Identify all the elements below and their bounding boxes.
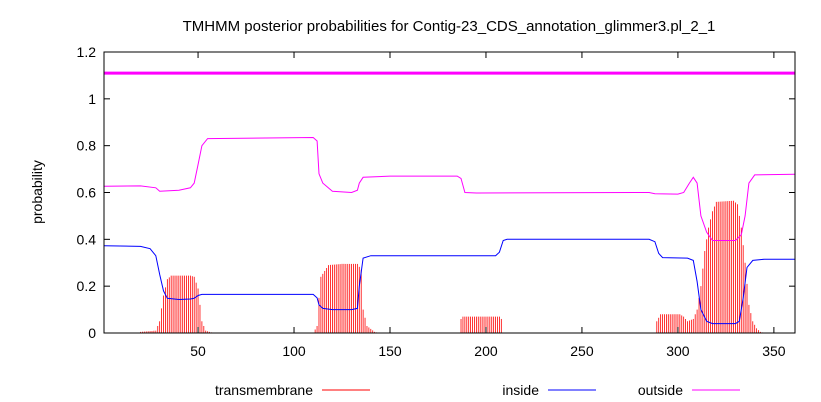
- x-tick-label: 100: [282, 343, 306, 359]
- transmembrane-impulses: [140, 200, 763, 333]
- chart-title: TMHMM posterior probabilities for Contig…: [183, 18, 716, 35]
- x-tick-label: 200: [474, 343, 498, 359]
- outside-line: [103, 136, 796, 241]
- inside-line: [103, 238, 795, 325]
- series-lines: [103, 71, 796, 325]
- x-tick-label: 250: [570, 343, 594, 359]
- x-tick-label: 150: [378, 343, 402, 359]
- y-tick-label: 0: [88, 325, 96, 341]
- legend: transmembrane inside outside: [215, 382, 740, 398]
- x-tick-label: 300: [666, 343, 690, 359]
- y-tick-label: 0.4: [77, 231, 97, 247]
- legend-label-inside: inside: [502, 382, 539, 398]
- axes: 0 0.2 0.4 0.6 0.8 1 1.2 50 100 150 200 250 300 350: [77, 44, 796, 359]
- y-tick-label: 1: [88, 91, 96, 107]
- y-tick-label: 0.8: [77, 138, 97, 154]
- legend-label-transmembrane: transmembrane: [215, 382, 313, 398]
- plot-frame: [103, 51, 796, 334]
- legend-label-outside: outside: [638, 382, 683, 398]
- y-tick-label: 0.6: [77, 185, 97, 201]
- x-tick-label: 350: [762, 343, 786, 359]
- y-axis-label: probability: [29, 160, 45, 224]
- y-tick-label: 1.2: [77, 44, 97, 60]
- y-tick-label: 0.2: [77, 278, 97, 294]
- x-tick-label: 50: [190, 343, 206, 359]
